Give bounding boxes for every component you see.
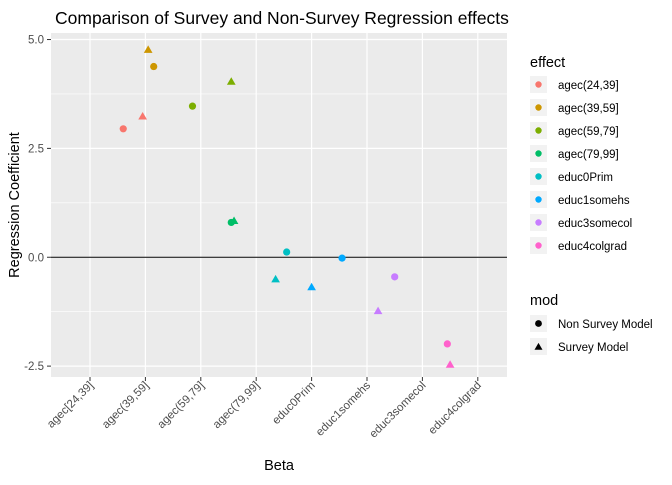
data-points (119, 45, 455, 368)
legend-effect-swatch (535, 173, 542, 180)
x-tick-label: agec[24,39] (45, 380, 96, 431)
legend-effect-swatch (535, 127, 542, 134)
chart-title: Comparison of Survey and Non-Survey Regr… (55, 8, 509, 28)
point-non-survey-2 (188, 102, 197, 110)
legend-effect-label: agec(59,79] (558, 126, 619, 138)
legend-effect-label: educ4colgrad (558, 241, 627, 253)
legend-effect-label: agec(39,59] (558, 103, 619, 115)
legend-effect-swatch (535, 242, 542, 249)
legend-effect-swatch (535, 150, 542, 157)
legend-effect-title: effect (530, 55, 565, 71)
legend-effect-swatch (535, 81, 542, 88)
point-non-survey-7 (443, 340, 451, 348)
legend-effect-swatch (535, 104, 542, 111)
point-survey-2 (226, 77, 236, 85)
legend-effect-swatch (535, 219, 542, 226)
x-axis-title: Beta (264, 458, 295, 474)
point-non-survey-6 (391, 273, 399, 281)
x-tick-label: agec(59,79] (155, 380, 206, 431)
y-tick-label: 5.0 (28, 35, 44, 47)
legend-effect-label: educ1somehs (558, 195, 630, 207)
legend-mod-label: Non Survey Model (558, 319, 653, 331)
legend-effect: effect agec(24,39] agec(39,59] agec(59,79]… (530, 55, 632, 254)
point-non-survey-1 (150, 62, 158, 71)
plot-panel (51, 33, 507, 377)
y-axis: -2.5 0.0 2.5 5.0 (24, 35, 51, 373)
point-non-survey-4 (283, 248, 291, 256)
x-tick-label: agec(79,99] (211, 380, 262, 431)
point-non-survey-5 (338, 254, 346, 262)
point-survey-3 (229, 216, 239, 225)
point-survey-1 (143, 45, 153, 53)
legend-mod-circle-icon (535, 320, 542, 327)
point-survey-7 (445, 360, 455, 368)
x-tick-label: educ3somecol (368, 380, 429, 441)
legend-mod-label: Survey Model (558, 342, 628, 354)
x-tick-label: educ0Prim (270, 380, 317, 427)
legend-effect-label: agec(79,99] (558, 149, 619, 161)
legend-effect-label: agec(24,39] (558, 80, 619, 92)
legend-effect-label: educ3somecol (558, 218, 632, 230)
point-survey-5 (307, 282, 316, 291)
legend-mod-title: mod (530, 293, 558, 309)
y-tick-label: 2.5 (28, 143, 44, 155)
y-axis-title: Regression Coefficient (7, 132, 23, 278)
grid-minor (51, 93, 507, 312)
x-tick-label: educ4colgrad (427, 380, 484, 437)
point-survey-0 (138, 112, 147, 120)
legend-effect-swatch (535, 196, 542, 203)
legend-mod: mod Non Survey Model Survey Model (530, 293, 653, 355)
legend-effect-label: educ0Prim (558, 172, 613, 184)
legend-mod-triangle-icon (534, 342, 543, 350)
x-tick-label: educ1somehs (314, 379, 373, 438)
x-axis: agec[24,39] agec(39,59] agec(59,79] agec(79… (45, 377, 484, 441)
x-tick-label: agec(39,59] (100, 380, 151, 431)
y-tick-label: -2.5 (24, 361, 44, 373)
point-survey-6 (373, 306, 383, 315)
point-non-survey-0 (119, 125, 127, 133)
y-tick-label: 0.0 (28, 252, 44, 264)
point-survey-4 (271, 274, 280, 283)
